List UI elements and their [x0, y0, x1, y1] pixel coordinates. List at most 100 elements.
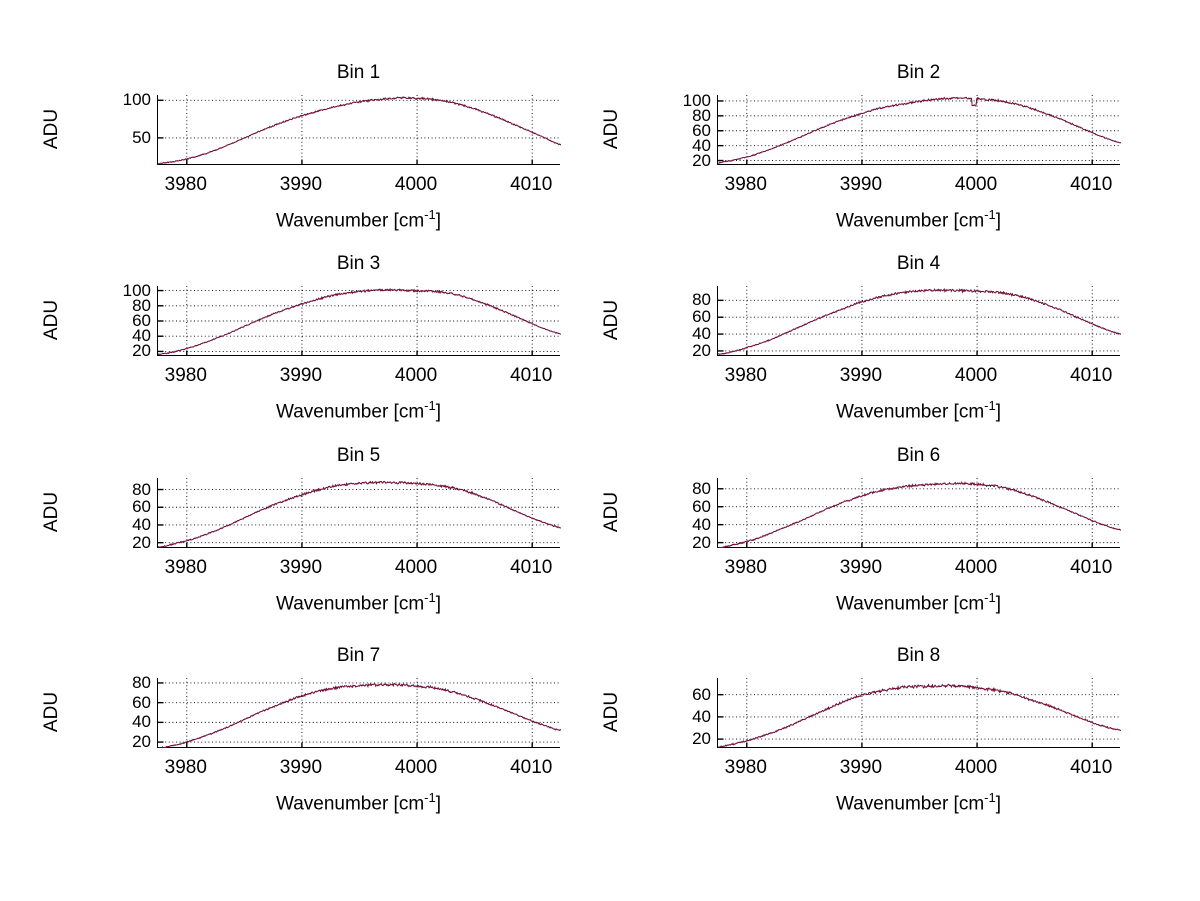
y-tick-label: 20: [692, 150, 711, 170]
gridlines-1: [158, 95, 561, 165]
x-axis-label-bracket: ]: [995, 401, 1001, 423]
plot-axes-6: [717, 478, 1121, 548]
x-tick-label: 3990: [279, 365, 323, 386]
x-axis-label: Wavenumber [cm-1]: [567, 590, 1200, 615]
subplot-panel-6: Bin 6 20 40 60 80 3980 3990 4000 4010 ADU Wavenumb…: [567, 433, 1130, 614]
data-trace-4: [718, 288, 1121, 356]
x-tick-label: 4010: [510, 557, 553, 578]
plot-canvas-7: [158, 678, 561, 748]
x-tick-label: 3990: [839, 557, 883, 578]
x-tick-label: 4000: [954, 557, 998, 578]
panel-title-2: Bin 2: [896, 62, 941, 83]
x-tick-label: 3980: [724, 174, 767, 195]
plot-canvas-2: [718, 95, 1121, 165]
data-trace-secondary-4: [718, 287, 1121, 356]
x-axis-label-bracket: ]: [995, 793, 1001, 815]
x-tick-label: 4010: [510, 174, 553, 195]
x-tick-label: 4010: [1070, 174, 1113, 195]
x-tick-label: 3990: [279, 557, 323, 578]
y-tick-label: 20: [132, 532, 151, 552]
y-tick-label: 20: [692, 729, 711, 749]
y-tick-label: 40: [692, 135, 711, 155]
x-tick-label: 3990: [839, 174, 883, 195]
y-tick-label: 80: [692, 478, 711, 498]
y-tick-label: 60: [132, 497, 151, 517]
x-axis-label-text: Wavenumber [cm: [275, 210, 425, 232]
x-tick-label: 3990: [279, 174, 323, 195]
x-tick-label: 3980: [164, 757, 207, 778]
y-tick-label: 40: [132, 326, 151, 346]
x-tick-label: 4000: [394, 757, 438, 778]
y-tick-label: 40: [132, 514, 151, 534]
y-axis-label: ADU: [41, 691, 62, 733]
x-tick-label: 4010: [1070, 757, 1113, 778]
x-axis-label-text: Wavenumber [cm: [275, 793, 425, 815]
x-axis-label-exponent: -1: [424, 790, 436, 805]
x-tick-label: 3980: [724, 557, 767, 578]
y-tick-label: 60: [132, 692, 151, 712]
data-trace-secondary-6: [718, 481, 1121, 548]
data-trace-secondary-2: [718, 96, 1121, 164]
y-tick-label: 100: [682, 90, 711, 110]
y-axis-label: ADU: [41, 299, 62, 341]
y-tick-label: 80: [132, 295, 151, 315]
y-tick-label: 80: [132, 672, 151, 692]
y-tick-label: 80: [692, 290, 711, 310]
data-trace-5: [158, 480, 561, 548]
x-tick-label: 3990: [279, 757, 323, 778]
y-tick-label: 60: [692, 496, 711, 516]
y-axis-label: ADU: [601, 691, 622, 733]
y-tick-label: 60: [692, 307, 711, 327]
y-axis-label: ADU: [601, 299, 622, 341]
x-tick-label: 4000: [394, 174, 438, 195]
x-tick-label: 4000: [394, 365, 438, 386]
x-axis-label-bracket: ]: [995, 593, 1001, 615]
x-axis-label-bracket: ]: [435, 401, 441, 423]
subplot-panel-5: Bin 5 20 40 60 80 3980 3990 4000 4010 ADU Wavenumb…: [7, 433, 570, 614]
x-axis-label-exponent: -1: [984, 207, 996, 222]
plot-canvas-1: [158, 95, 561, 165]
subplot-panel-4: Bin 4 20 40 60 80 3980 3990 4000 4010 ADU Wavenumb…: [567, 241, 1130, 423]
x-axis-label: Wavenumber [cm-1]: [7, 590, 710, 615]
x-tick-label: 4000: [394, 557, 438, 578]
x-axis-label: Wavenumber [cm-1]: [7, 398, 710, 423]
y-axis-label: ADU: [601, 491, 622, 533]
y-tick-label: 40: [692, 514, 711, 534]
x-axis-label-bracket: ]: [435, 593, 441, 615]
panel-title-4: Bin 4: [896, 253, 941, 274]
panel-title-3: Bin 3: [336, 253, 381, 274]
x-axis-label-exponent: -1: [424, 207, 436, 222]
x-axis-label-bracket: ]: [435, 793, 441, 815]
x-tick-label: 3980: [164, 557, 207, 578]
y-tick-label: 20: [132, 341, 151, 361]
x-tick-label: 4000: [954, 174, 998, 195]
subplot-panel-7: Bin 7 20 40 60 80 3980 3990 4000 4010 ADU Wavenumb…: [7, 633, 570, 814]
data-trace-secondary-7: [158, 682, 561, 748]
x-tick-label: 4010: [510, 757, 553, 778]
y-tick-label: 40: [692, 706, 711, 726]
y-tick-label: 20: [692, 340, 711, 360]
gridlines-5: [158, 478, 561, 548]
x-axis-label: Wavenumber [cm-1]: [7, 790, 710, 815]
panel-title-7: Bin 7: [336, 645, 381, 666]
y-tick-label: 100: [122, 90, 151, 110]
data-trace-3: [158, 287, 561, 356]
plot-canvas-8: [718, 678, 1121, 748]
x-tick-label: 4010: [510, 365, 553, 386]
data-trace-1: [158, 96, 561, 165]
y-tick-label: 40: [132, 712, 151, 732]
x-tick-label: 4000: [954, 365, 998, 386]
x-axis-label-text: Wavenumber [cm: [835, 593, 985, 615]
x-axis-label-text: Wavenumber [cm: [275, 401, 425, 423]
data-trace-secondary-3: [158, 287, 561, 356]
x-tick-label: 3980: [164, 174, 207, 195]
x-tick-label: 3980: [724, 757, 767, 778]
y-tick-label: 80: [692, 105, 711, 125]
plot-axes-8: [717, 678, 1121, 748]
x-axis-label-text: Wavenumber [cm: [275, 593, 425, 615]
panel-title-6: Bin 6: [896, 445, 941, 466]
gridlines-6: [718, 478, 1121, 548]
data-trace-2: [718, 96, 1121, 164]
x-axis-label-text: Wavenumber [cm: [835, 210, 985, 232]
